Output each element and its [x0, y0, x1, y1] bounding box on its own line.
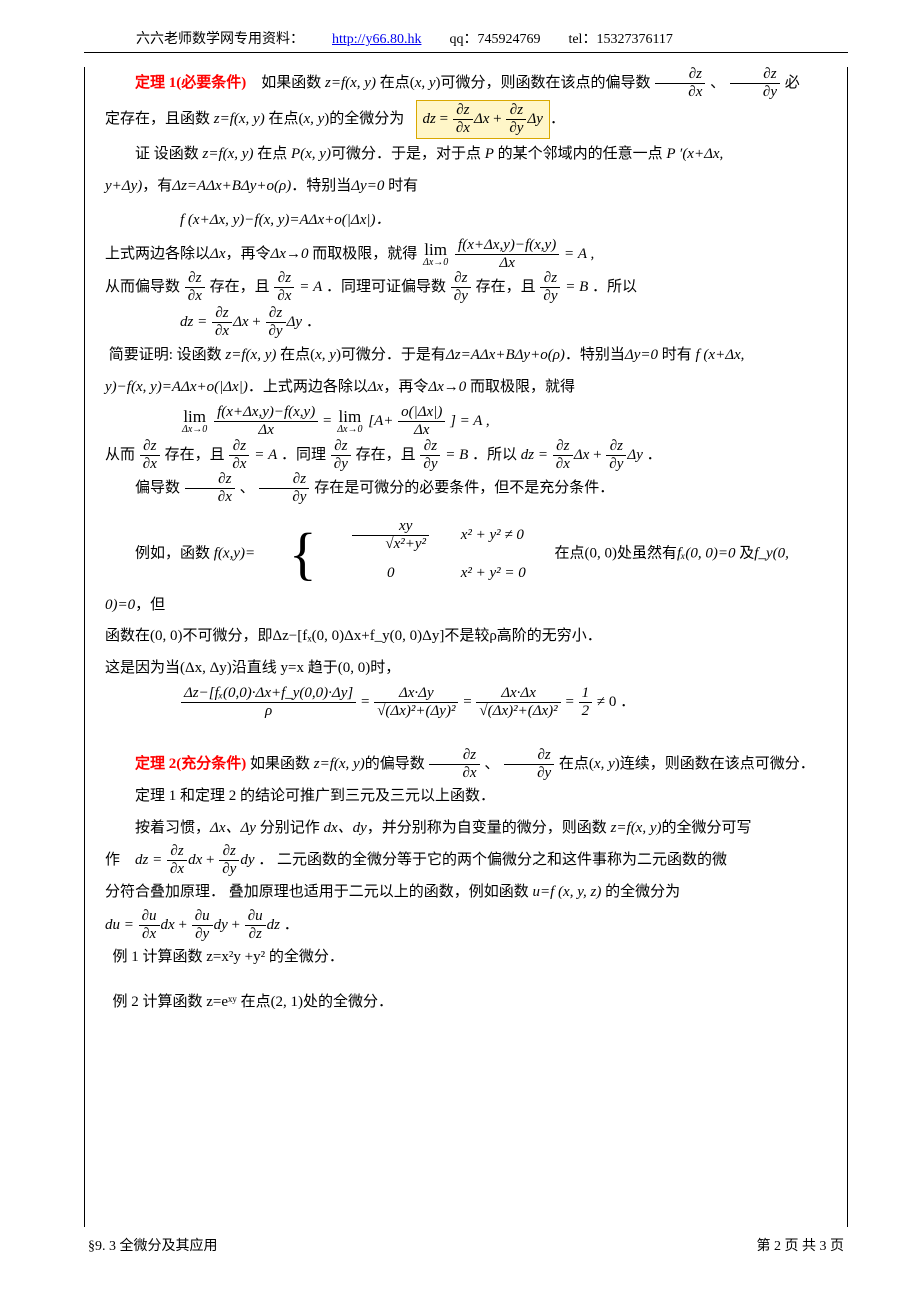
- dz-formula: dz = ∂z∂xΔx + ∂z∂yΔy ．: [105, 304, 827, 340]
- formula-highlight: dz = ∂z∂xΔx + ∂z∂yΔy: [416, 100, 550, 139]
- header-url[interactable]: http://y66.80.hk: [332, 32, 421, 48]
- piecewise-function: { xy√x²+y² x² + y² ≠ 0 0 x² + y² = 0: [259, 519, 551, 590]
- proof-p6: 偏导数 ∂z∂x 、 ∂z∂y 存在是可微分的必要条件，但不是充分条件．: [105, 472, 827, 505]
- partial-z-x: ∂z∂x: [655, 67, 705, 100]
- theorem2: 定理 2(充分条件) 如果函数 z=f(x, y)的偏导数 ∂z∂x 、 ∂z∂…: [105, 748, 827, 781]
- example-piecewise: 例如，函数 f(x,y)= { xy√x²+y² x² + y² ≠ 0 0 x…: [105, 519, 827, 621]
- example-2: 例 2 计算函数 z=eˣʸ 在点(2, 1)处的全微分．: [105, 987, 827, 1019]
- example-1: 例 1 计算函数 z=x²y +y² 的全微分．: [105, 942, 827, 974]
- du-formula: du = ∂u∂xdx + ∂u∂ydy + ∂u∂zdz ．: [105, 909, 827, 942]
- header-qq: qq：745924769: [449, 28, 540, 48]
- theorem2-label: 定理 2(充分条件): [135, 756, 246, 772]
- theorem2-p12: 分符合叠加原理． 叠加原理也适用于二元以上的函数，例如函数 u=f (x, y,…: [105, 877, 827, 909]
- page-footer: §9. 3 全微分及其应用 第 2 页 共 3 页: [84, 1235, 848, 1255]
- footer-right: 第 2 页 共 3 页: [757, 1235, 845, 1255]
- footer-left: §9. 3 全微分及其应用: [88, 1235, 218, 1255]
- proof-p2: y+Δy)，有Δz=AΔx+BΔy+o(ρ)．特别当Δy=0 时有: [105, 171, 827, 203]
- header-source: 六六老师数学网专用资料：: [136, 28, 304, 48]
- proof-p7: 函数在(0, 0)不可微分，即Δz−[fₓ(0, 0)Δx+f_y(0, 0)Δ…: [105, 621, 827, 653]
- proof-p4: 从而偏导数 ∂z∂x 存在，且 ∂z∂x = A ．同理可证偏导数 ∂z∂y 存…: [105, 271, 827, 304]
- limit-expr: limΔx→0: [423, 241, 448, 268]
- brief-eq: limΔx→0 f(x+Δx,y)−f(x,y)Δx = limΔx→0 [A+…: [105, 403, 827, 439]
- header-tel: tel：15327376117: [568, 28, 672, 48]
- proof-eq1: f (x+Δx, y)−f(x, y)=AΔx+o(|Δx|)．: [105, 202, 827, 238]
- limit-fraction-eq: Δz−[fₓ(0,0)·Δx+f_y(0,0)·Δy]ρ = Δx·Δy√(Δx…: [105, 684, 827, 720]
- proof-p8: 这是因为当(Δx, Δy)沿直线 y=x 趋于(0, 0)时，: [105, 653, 827, 685]
- theorem1-label: 定理 1(必要条件): [135, 75, 246, 91]
- page-header: 六六老师数学网专用资料： http://y66.80.hk qq：7459247…: [84, 28, 848, 53]
- partial-z-y: ∂z∂y: [730, 67, 780, 100]
- theorem1-line2: 定存在，且函数 z=f(x, y) 在点(x, y)的全微分为 dz = ∂z∂…: [105, 100, 827, 139]
- theorem2-p11: 作 dz = ∂z∂xdx + ∂z∂ydy ． 二元函数的全微分等于它的两个偏…: [105, 844, 827, 877]
- theorem2-p9: 定理 1 和定理 2 的结论可推广到三元及三元以上函数．: [105, 781, 827, 813]
- theorem2-p10: 按着习惯，Δx、Δy 分别记作 dx、dy，并分别称为自变量的微分，则函数 z=…: [105, 813, 827, 845]
- proof-p3: 上式两边各除以Δx，再令Δx→0 而取极限，就得 limΔx→0 f(x+Δx,…: [105, 238, 827, 271]
- brief-proof-1: 简要证明: 设函数 z=f(x, y) 在点(x, y)可微分．于是有Δz=AΔ…: [105, 340, 827, 372]
- theorem1-line1: 定理 1(必要条件) 如果函数 z=f(x, y) 在点(x, y)可微分，则函…: [105, 67, 827, 100]
- content-area: 定理 1(必要条件) 如果函数 z=f(x, y) 在点(x, y)可微分，则函…: [84, 67, 848, 1227]
- proof-p1: 证 设函数 z=f(x, y) 在点 P(x, y)可微分．于是，对于点 P 的…: [105, 139, 827, 171]
- brief-proof-2: y)−f(x, y)=AΔx+o(|Δx|)．上式两边各除以Δx，再令Δx→0 …: [105, 372, 827, 404]
- proof-p5: 从而 ∂z∂x 存在，且 ∂z∂x = A ．同理 ∂z∂y 存在，且 ∂z∂y…: [105, 439, 827, 472]
